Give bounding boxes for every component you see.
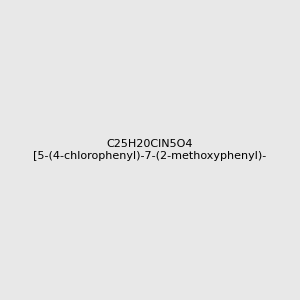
Text: C25H20ClN5O4
[5-(4-chlorophenyl)-7-(2-methoxyphenyl)-: C25H20ClN5O4 [5-(4-chlorophenyl)-7-(2-me… <box>33 139 267 161</box>
